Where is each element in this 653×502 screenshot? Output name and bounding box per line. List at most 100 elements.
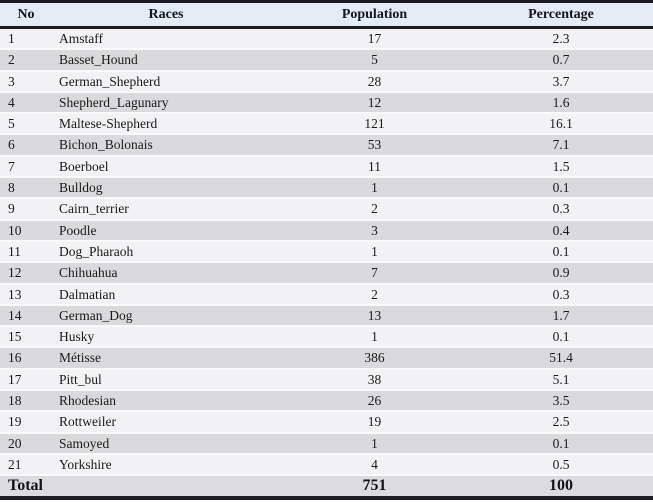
table-row: 8 Bulldog 1 0.1: [0, 178, 653, 200]
cell-no: 2: [0, 50, 52, 72]
table-row: 12 Chihuahua 7 0.9: [0, 263, 653, 285]
cell-race: Métisse: [52, 348, 280, 370]
cell-percentage: 5.1: [469, 370, 653, 392]
cell-no: 8: [0, 178, 52, 200]
cell-percentage: 0.5: [469, 455, 653, 477]
cell-percentage: 16.1: [469, 114, 653, 136]
cell-race: Shepherd_Lagunary: [52, 93, 280, 115]
table-row: 6 Bichon_Bolonais 53 7.1: [0, 135, 653, 157]
races-population-table: No Races Population Percentage 1 Amstaff 1…: [0, 3, 653, 497]
cell-percentage: 0.1: [469, 327, 653, 349]
cell-race: Maltese-Shepherd: [52, 114, 280, 136]
table-row: 1 Amstaff 17 2.3: [0, 29, 653, 51]
cell-population: 1: [280, 242, 469, 264]
table-row: 20 Samoyed 1 0.1: [0, 433, 653, 455]
cell-population: 2: [280, 199, 469, 221]
column-header-no: No: [0, 3, 52, 29]
total-race-cell: [52, 476, 280, 497]
cell-race: Cairn_terrier: [52, 199, 280, 221]
cell-no: 7: [0, 157, 52, 179]
cell-race: Bulldog: [52, 178, 280, 200]
cell-race: Amstaff: [52, 29, 280, 51]
cell-race: Dog_Pharaoh: [52, 242, 280, 264]
header-row: No Races Population Percentage: [0, 3, 653, 29]
cell-percentage: 0.9: [469, 263, 653, 285]
table-row: 3 German_Shepherd 28 3.7: [0, 71, 653, 93]
cell-percentage: 0.3: [469, 199, 653, 221]
cell-race: German_Shepherd: [52, 72, 280, 93]
cell-no: 4: [0, 93, 52, 115]
table-body: 1 Amstaff 17 2.3 2 Basset_Hound 5 0.7 3 German_Sh…: [0, 29, 653, 477]
table-row: 5 Maltese-Shepherd 121 16.1: [0, 114, 653, 136]
cell-no: 10: [0, 221, 52, 242]
cell-percentage: 1.5: [469, 157, 653, 179]
cell-no: 19: [0, 412, 52, 434]
table-row: 14 German_Dog 13 1.7: [0, 305, 653, 328]
cell-race: Poodle: [52, 221, 280, 242]
cell-population: 121: [280, 114, 469, 136]
total-label: Total: [0, 476, 52, 497]
table-row: 9 Cairn_terrier 2 0.3: [0, 199, 653, 221]
table-row: 7 Boerboel 11 1.5: [0, 156, 653, 179]
cell-race: Pitt_bul: [52, 370, 280, 392]
cell-population: 19: [280, 412, 469, 434]
table-row: 10 Poodle 3 0.4: [0, 220, 653, 242]
cell-no: 12: [0, 263, 52, 285]
cell-race: Basset_Hound: [52, 50, 280, 72]
cell-percentage: 0.1: [469, 242, 653, 264]
cell-population: 1: [280, 434, 469, 455]
cell-race: Samoyed: [52, 434, 280, 455]
cell-percentage: 2.3: [469, 29, 653, 51]
cell-no: 9: [0, 199, 52, 221]
cell-percentage: 3.5: [469, 391, 653, 413]
cell-no: 1: [0, 29, 52, 51]
cell-population: 4: [280, 455, 469, 477]
table-row: 16 Métisse 386 51.4: [0, 348, 653, 370]
cell-percentage: 0.1: [469, 434, 653, 455]
cell-percentage: 1.6: [469, 93, 653, 115]
cell-race: Yorkshire: [52, 455, 280, 477]
cell-population: 53: [280, 135, 469, 157]
cell-race: German_Dog: [52, 306, 280, 328]
cell-population: 1: [280, 178, 469, 200]
cell-population: 5: [280, 50, 469, 72]
cell-population: 12: [280, 93, 469, 115]
total-percentage: 100: [469, 476, 653, 497]
cell-no: 13: [0, 285, 52, 306]
cell-percentage: 0.7: [469, 50, 653, 72]
cell-population: 26: [280, 391, 469, 413]
cell-no: 14: [0, 306, 52, 328]
cell-percentage: 3.7: [469, 72, 653, 93]
table-row: 13 Dalmatian 2 0.3: [0, 284, 653, 306]
cell-percentage: 51.4: [469, 348, 653, 370]
cell-no: 20: [0, 434, 52, 455]
cell-population: 11: [280, 157, 469, 179]
cell-no: 15: [0, 327, 52, 349]
table-row: 4 Shepherd_Lagunary 12 1.6: [0, 92, 653, 115]
cell-race: Chihuahua: [52, 263, 280, 285]
column-header-races: Races: [52, 3, 280, 29]
table-row: 18 Rhodesian 26 3.5: [0, 391, 653, 413]
cell-race: Bichon_Bolonais: [52, 135, 280, 157]
cell-population: 38: [280, 370, 469, 392]
cell-population: 13: [280, 306, 469, 328]
cell-percentage: 0.3: [469, 285, 653, 306]
table-row: 11 Dog_Pharaoh 1 0.1: [0, 241, 653, 264]
cell-race: Husky: [52, 327, 280, 349]
table-row: 2 Basset_Hound 5 0.7: [0, 50, 653, 72]
total-row: Total 751 100: [0, 476, 653, 497]
cell-no: 18: [0, 391, 52, 413]
total-population: 751: [280, 476, 469, 497]
table-footer: Total 751 100: [0, 476, 653, 497]
cell-percentage: 2.5: [469, 412, 653, 434]
column-header-population: Population: [280, 3, 469, 29]
column-header-percentage: Percentage: [469, 3, 653, 29]
table-row: 17 Pitt_bul 38 5.1: [0, 369, 653, 392]
cell-percentage: 7.1: [469, 135, 653, 157]
cell-population: 386: [280, 348, 469, 370]
table-header: No Races Population Percentage: [0, 3, 653, 29]
cell-percentage: 1.7: [469, 306, 653, 328]
cell-population: 17: [280, 29, 469, 51]
cell-percentage: 0.1: [469, 178, 653, 200]
